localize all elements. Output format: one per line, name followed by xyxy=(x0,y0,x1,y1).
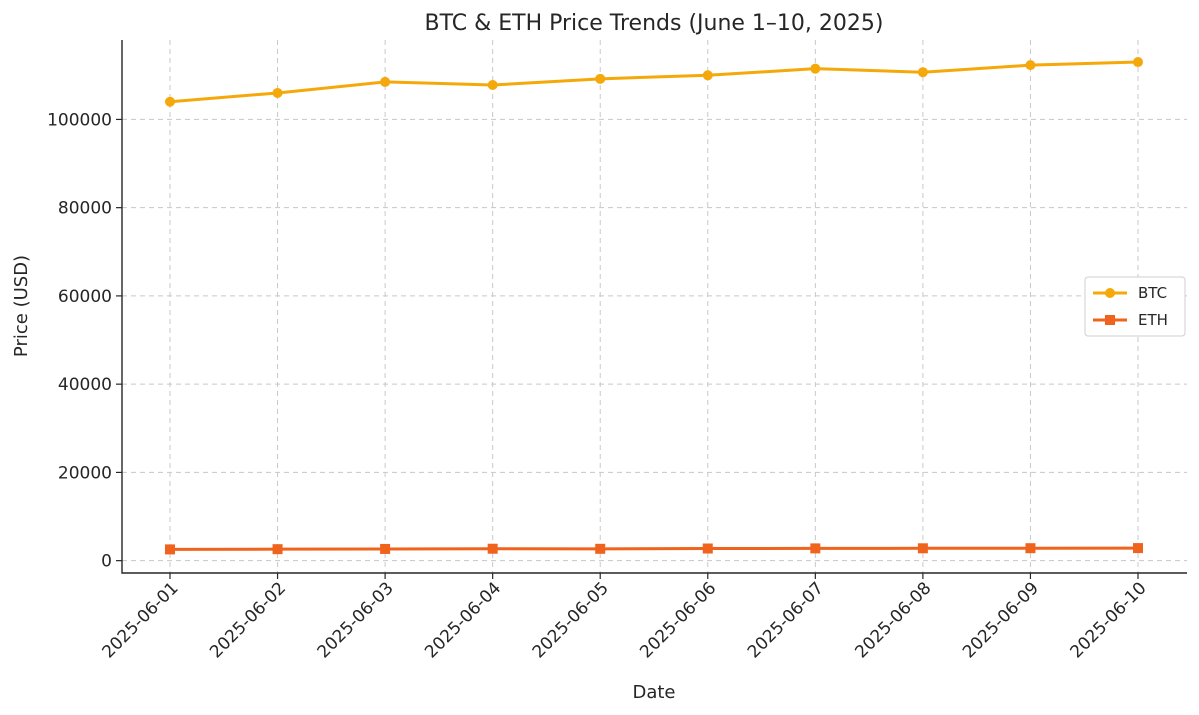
y-tick-label: 20000 xyxy=(58,463,112,483)
data-point-eth xyxy=(595,543,606,554)
data-point-btc xyxy=(917,67,928,78)
data-point-btc xyxy=(702,70,713,81)
series-lines xyxy=(165,57,1143,555)
chart-title: BTC & ETH Price Trends (June 1–10, 2025) xyxy=(425,11,884,36)
x-tick-label: 2025-06-07 xyxy=(744,578,828,662)
data-point-eth xyxy=(1025,543,1036,554)
legend-box xyxy=(1084,276,1186,337)
data-point-btc xyxy=(487,80,498,91)
data-point-btc xyxy=(272,87,283,98)
data-point-eth xyxy=(380,543,391,554)
data-point-btc xyxy=(595,73,606,84)
legend-label-eth: ETH xyxy=(1138,311,1168,329)
x-tick-label: 2025-06-02 xyxy=(206,578,290,662)
x-tick-label: 2025-06-10 xyxy=(1067,578,1151,662)
y-tick-label: 100000 xyxy=(47,110,112,130)
x-tick-label: 2025-06-05 xyxy=(529,578,613,662)
data-point-eth xyxy=(810,543,821,554)
legend-marker-btc xyxy=(1105,288,1115,298)
y-tick-label: 80000 xyxy=(58,199,112,219)
data-point-eth xyxy=(272,544,283,555)
x-axis-ticks: 2025-06-01 2025-06-02 2025-06-03 2025-06-04… xyxy=(99,573,1151,662)
y-tick-label: 0 xyxy=(101,552,112,572)
data-point-btc xyxy=(380,76,391,87)
y-tick-label: 60000 xyxy=(58,287,112,307)
data-point-eth xyxy=(487,543,498,554)
axes-spine xyxy=(121,40,1187,574)
data-point-eth xyxy=(917,543,928,554)
data-point-eth xyxy=(165,544,175,555)
y-tick-label: 40000 xyxy=(58,375,112,395)
data-point-btc xyxy=(1133,57,1143,68)
x-tick-label: 2025-06-08 xyxy=(851,578,935,662)
y-axis-ticks: 0 20000 40000 60000 80000 100000 xyxy=(47,110,122,572)
y-axis-label: Price (USD) xyxy=(11,255,32,357)
legend-marker-eth xyxy=(1105,315,1115,325)
series-line-btc xyxy=(169,60,1139,104)
data-point-btc xyxy=(810,63,821,74)
legend: BTC ETH xyxy=(1084,276,1186,337)
x-tick-label: 2025-06-06 xyxy=(636,578,720,662)
x-tick-label: 2025-06-03 xyxy=(314,578,398,662)
legend-label-btc: BTC xyxy=(1138,284,1167,302)
x-axis-label: Date xyxy=(632,682,675,703)
grid-lines xyxy=(122,40,1187,573)
x-tick-label: 2025-06-09 xyxy=(959,578,1043,662)
series-line-eth xyxy=(169,546,1139,551)
x-tick-label: 2025-06-01 xyxy=(99,578,183,662)
data-point-btc xyxy=(1025,60,1036,71)
x-tick-label: 2025-06-04 xyxy=(421,578,505,662)
data-point-btc xyxy=(165,96,175,107)
data-point-eth xyxy=(1133,543,1143,554)
data-point-eth xyxy=(702,543,713,554)
